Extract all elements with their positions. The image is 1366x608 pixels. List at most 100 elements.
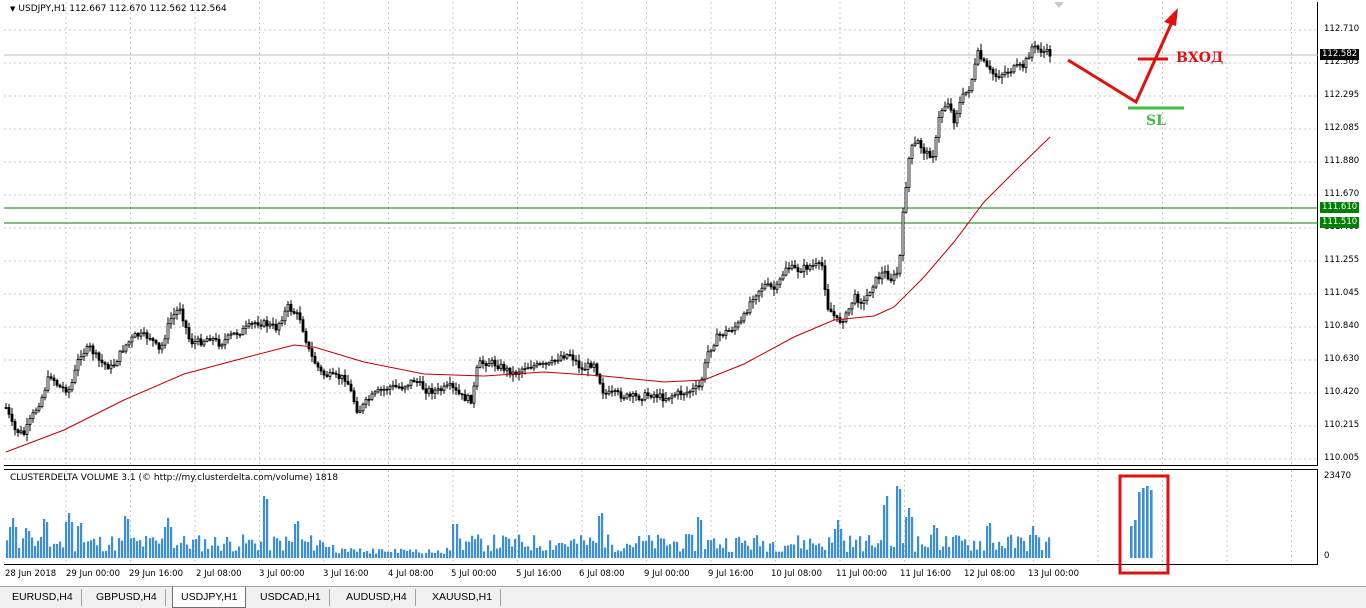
volume-bar <box>37 540 40 558</box>
candle-body <box>970 78 974 92</box>
volume-bar <box>890 545 893 558</box>
volume-bar <box>127 519 130 558</box>
candle-body <box>925 150 929 154</box>
candle <box>436 382 440 395</box>
volume-bar <box>257 550 260 558</box>
candle <box>364 396 368 409</box>
volume-bar <box>595 542 598 558</box>
price-chart[interactable]: ▼ USDJPY,H1 112.667 112.670 112.562 112.5… <box>4 2 1318 466</box>
candle <box>325 371 329 378</box>
candle <box>160 341 164 354</box>
candle <box>781 270 785 282</box>
candle <box>700 376 704 391</box>
candle-body <box>610 390 614 393</box>
candle-body <box>715 333 719 347</box>
candle <box>853 289 857 306</box>
tab-eurusd-h4[interactable]: EURUSD,H4 <box>4 589 82 606</box>
level-upper-badge: 111.610 <box>1320 202 1360 213</box>
time-axis-label: 3 Jul 16:00 <box>323 569 369 579</box>
volume-bar <box>235 550 238 558</box>
volume-bar <box>322 542 325 558</box>
candle <box>142 327 146 337</box>
volume-bar <box>297 521 300 558</box>
candle-body <box>91 345 95 355</box>
volume-bar <box>232 551 235 558</box>
volume-bar <box>896 486 899 558</box>
candle <box>682 392 686 401</box>
price-axis-label: 111.255 <box>1324 255 1360 265</box>
volume-bar <box>518 534 521 558</box>
volume-bar <box>183 536 186 558</box>
candle <box>943 101 947 113</box>
candle-body <box>373 391 377 395</box>
candle-body <box>82 352 86 358</box>
candle-body <box>388 386 392 390</box>
volume-bar <box>601 513 604 558</box>
volume-bar <box>849 535 852 558</box>
tab-xauusd-h1[interactable]: XAUUSD,H1 <box>424 589 502 606</box>
tab-usdjpy-h1[interactable]: USDJPY,H1 <box>172 587 247 608</box>
candle-body <box>874 276 878 288</box>
candle <box>88 342 92 352</box>
candle-body <box>412 379 416 382</box>
candle-body <box>523 368 527 370</box>
candle-body <box>139 332 143 337</box>
candle <box>898 253 902 277</box>
candle <box>505 365 509 377</box>
candle-body <box>1006 71 1010 74</box>
candle <box>628 391 632 401</box>
volume-bar <box>992 542 995 558</box>
tab-usdcad-h1[interactable]: USDCAD,H1 <box>252 589 330 606</box>
candle <box>415 377 419 387</box>
candle-body <box>658 393 662 398</box>
candle-body <box>916 140 920 144</box>
volume-bar <box>161 538 164 558</box>
candle <box>130 334 134 348</box>
candle-body <box>325 374 329 377</box>
candle-body <box>484 363 488 367</box>
candle-body <box>28 418 32 425</box>
volume-bar <box>930 534 933 558</box>
candle-body <box>679 390 683 396</box>
volume-bar <box>880 540 883 558</box>
volume-bar <box>142 546 145 558</box>
dropdown-triangle-icon[interactable]: ▼ <box>10 5 16 13</box>
candle-body <box>745 312 749 315</box>
volume-bar <box>694 551 697 558</box>
candle-body <box>802 264 806 273</box>
candle <box>304 328 308 345</box>
candle-body <box>775 283 779 290</box>
volume-bar <box>114 550 117 558</box>
volume-highlight-box <box>1118 474 1170 575</box>
candle <box>673 392 677 398</box>
volume-bar <box>108 544 111 558</box>
volume-bar <box>43 519 46 558</box>
volume-bar <box>170 527 173 558</box>
tab-audusd-h4[interactable]: AUDUSD,H4 <box>338 589 416 606</box>
candle-body <box>250 322 254 325</box>
candle <box>223 333 227 350</box>
candle-body <box>643 392 647 401</box>
volume-bar <box>905 517 908 558</box>
volume-bar <box>753 537 756 558</box>
candle-body <box>841 321 845 323</box>
candle-body <box>901 211 905 256</box>
candle-body <box>346 380 350 385</box>
volume-panel[interactable]: CLUSTERDELTA VOLUME 3.1 (© http://my.clu… <box>4 469 1318 575</box>
volume-bar <box>669 544 672 558</box>
price-axis-label: 110.630 <box>1324 354 1360 364</box>
volume-bar <box>697 517 700 558</box>
volume-bar <box>53 543 56 558</box>
candle-body <box>649 395 653 398</box>
volume-bar <box>580 535 583 558</box>
tab-gbpusd-h4[interactable]: GBPUSD,H4 <box>88 589 166 606</box>
candle <box>646 387 650 400</box>
candle <box>964 91 968 97</box>
candle-body <box>25 424 29 435</box>
candle <box>259 319 263 330</box>
candlesticks <box>4 40 1052 442</box>
candle <box>712 343 716 352</box>
volume-bar <box>998 541 1001 558</box>
price-chart-canvas[interactable] <box>4 2 1318 466</box>
volume-bar <box>266 499 269 558</box>
